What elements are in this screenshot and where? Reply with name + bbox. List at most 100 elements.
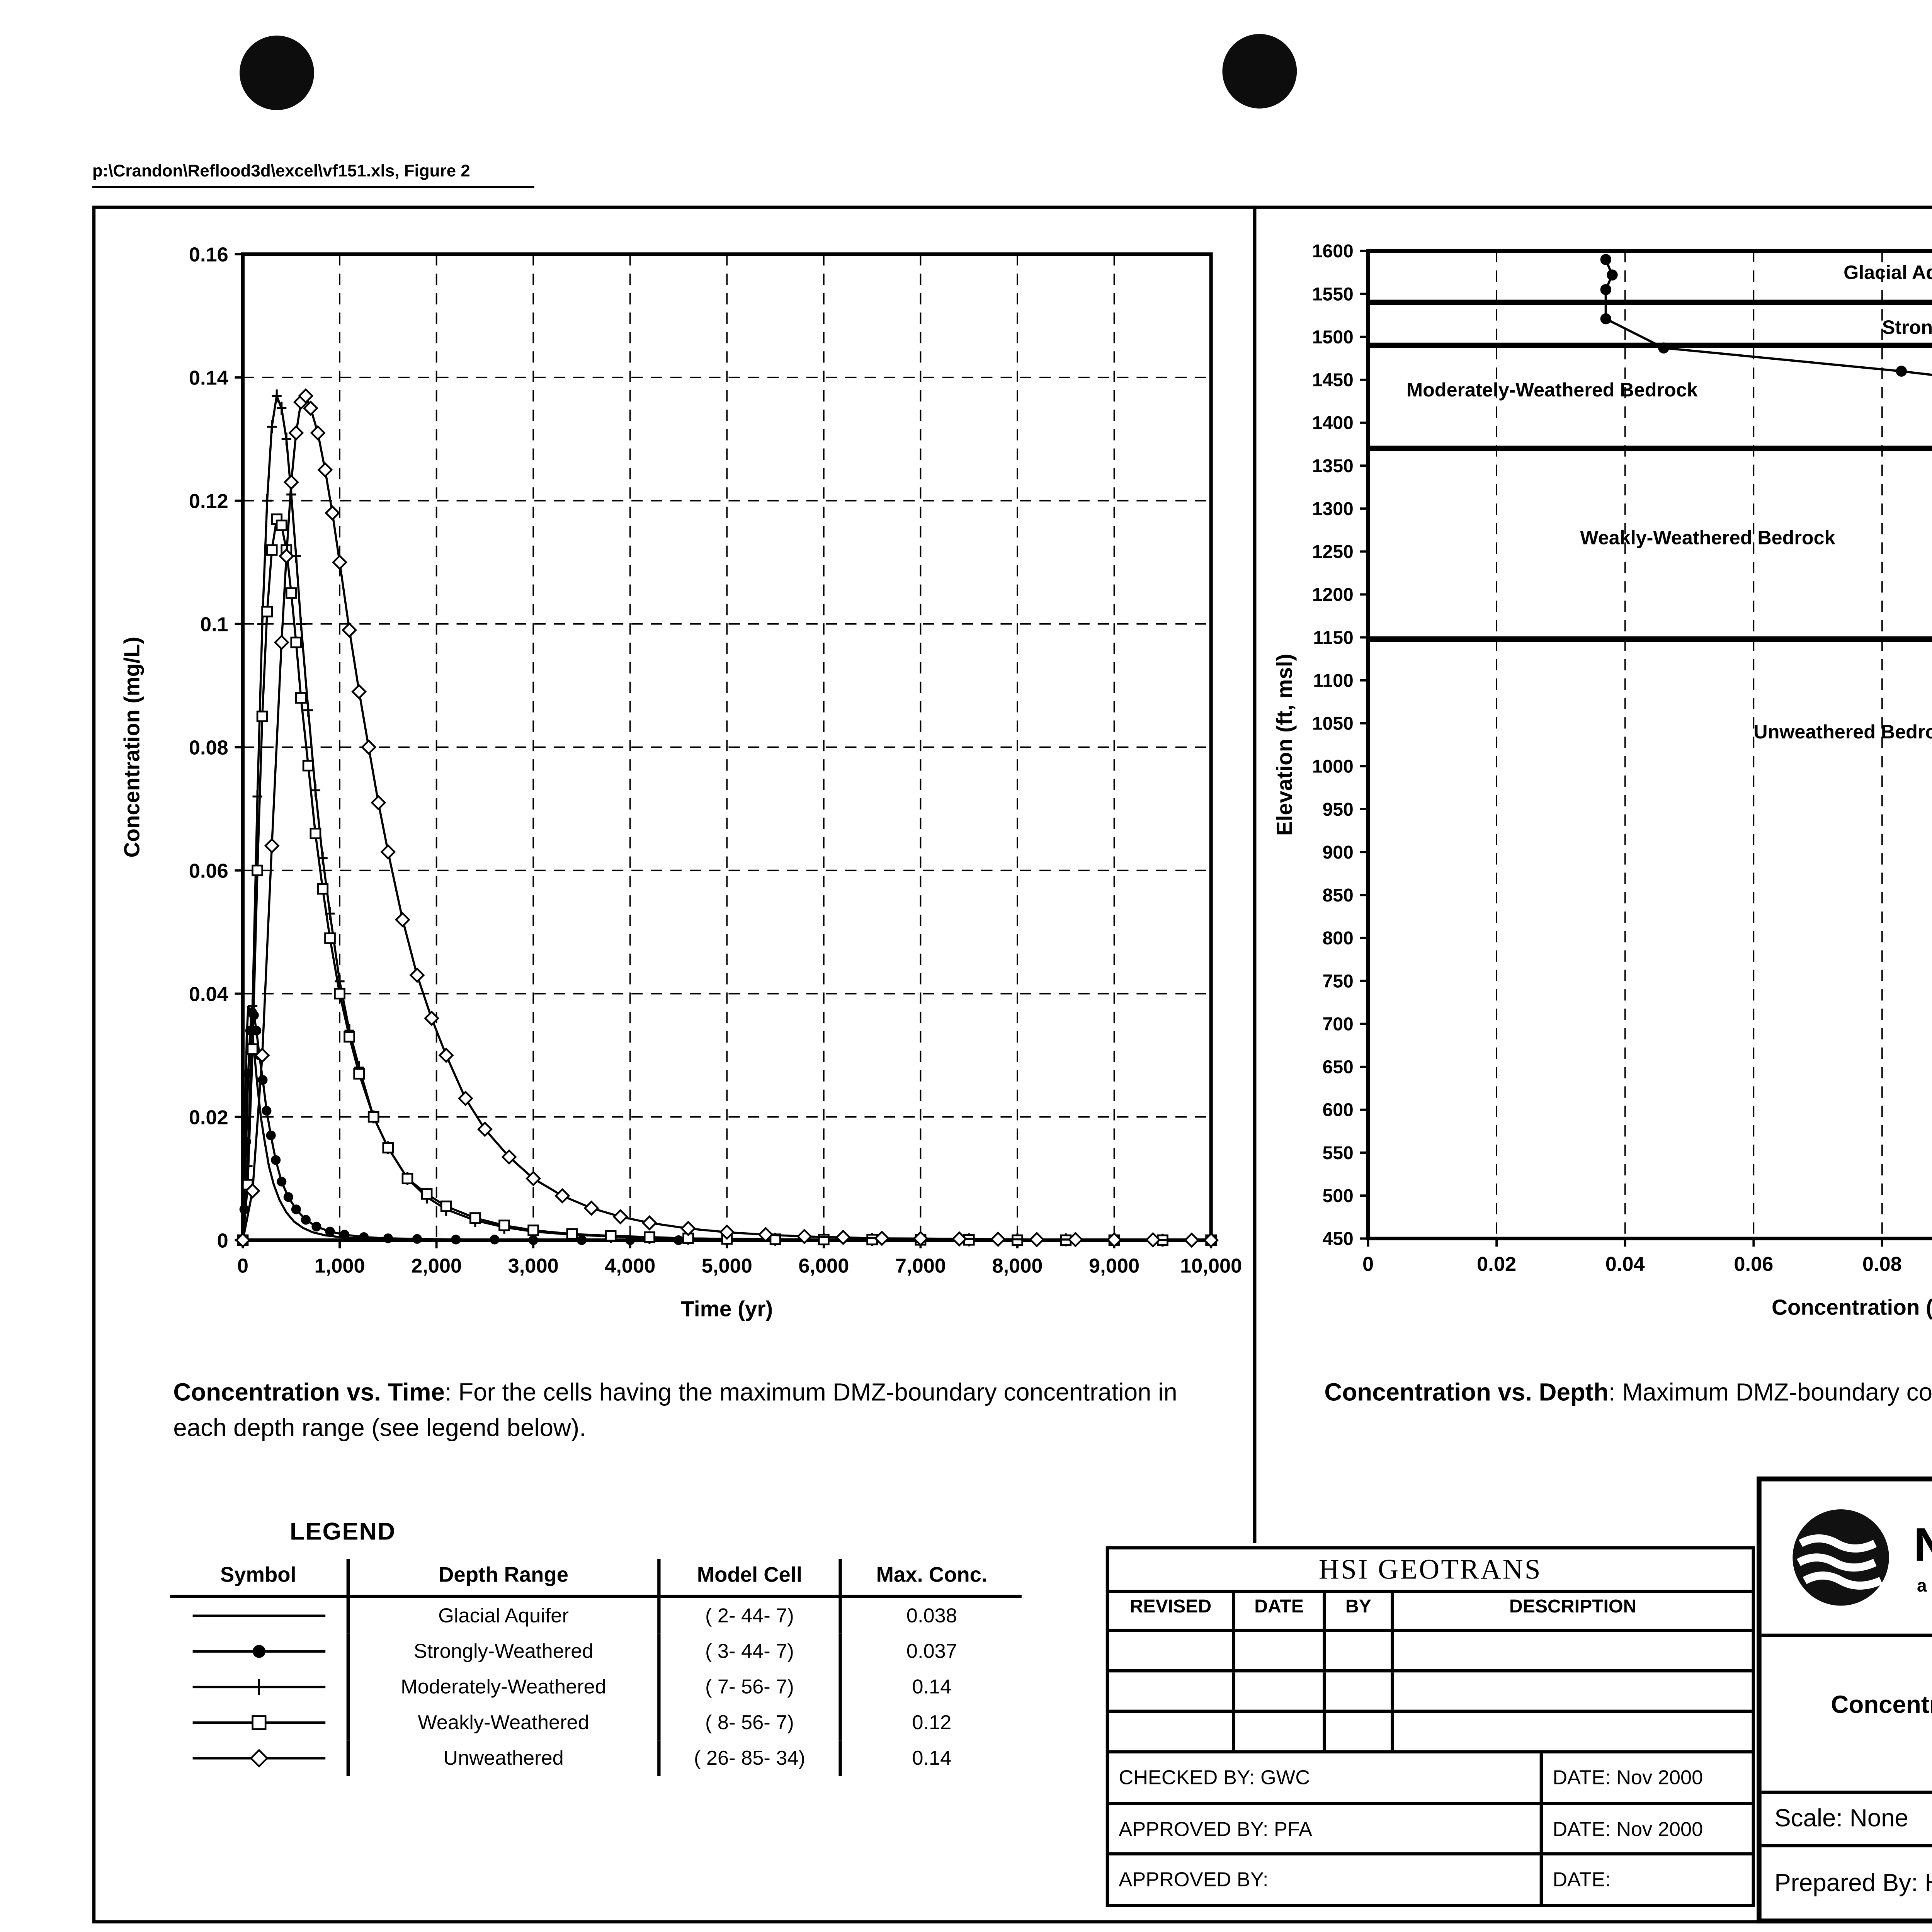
svg-text:6,000: 6,000: [798, 1255, 849, 1277]
hsi-checked-date: DATE: Nov 2000: [1553, 1766, 1703, 1789]
svg-text:1000: 1000: [1312, 756, 1354, 777]
hsi-approved-row-2: APPROVED BY: DATE:: [1109, 1856, 1752, 1904]
svg-text:Strongly-Weathered Bedrock: Strongly-Weathered Bedrock: [1882, 316, 1932, 338]
svg-text:1500: 1500: [1312, 327, 1354, 347]
hsi-approved-date-2: DATE:: [1553, 1868, 1611, 1891]
figure-number: Figure 7-8: [1762, 1653, 1932, 1689]
legend-model-cell: ( 7- 56- 7): [657, 1669, 840, 1705]
svg-text:0.02: 0.02: [1477, 1253, 1516, 1276]
legend-depth-range: Moderately-Weathered: [346, 1669, 659, 1705]
svg-text:1550: 1550: [1312, 284, 1354, 304]
svg-text:0.1: 0.1: [200, 614, 228, 636]
legend-symbol-square-icon: [192, 1715, 325, 1730]
svg-text:550: 550: [1322, 1143, 1353, 1163]
svg-text:Weakly-Weathered Bedrock: Weakly-Weathered Bedrock: [1580, 527, 1835, 549]
svg-text:10,000: 10,000: [1180, 1255, 1242, 1277]
svg-text:900: 900: [1322, 842, 1353, 863]
svg-text:Concentration (mg/L): Concentration (mg/L): [1772, 1295, 1932, 1319]
svg-text:0.12: 0.12: [189, 490, 228, 513]
svg-text:0.06: 0.06: [189, 860, 228, 883]
legend-symbol-plus-icon: [192, 1679, 325, 1695]
chart-divider-line: [1253, 206, 1257, 1543]
prepared-by-row: Prepared By: HSI GEOTRANS By: LMG: [1762, 1847, 1932, 1918]
hsi-col-description: DESCRIPTION: [1509, 1598, 1637, 1617]
nicolet-minerals-title-block: Nicolet Minerals a Rio Algom company Fig…: [1757, 1476, 1932, 1923]
svg-text:0: 0: [1362, 1253, 1374, 1276]
svg-text:1100: 1100: [1313, 670, 1354, 691]
prepared-by-cell: Prepared By: HSI GEOTRANS: [1762, 1847, 1932, 1918]
hsi-empty-row: [1109, 1632, 1752, 1673]
svg-text:1400: 1400: [1312, 413, 1354, 434]
svg-text:3,000: 3,000: [508, 1255, 559, 1277]
svg-text:0: 0: [217, 1230, 228, 1252]
hsi-geotrans-title-block: HSI GEOTRANS REVISED DATE BY DESCRIPTION…: [1105, 1546, 1755, 1907]
svg-text:Moderately-Weathered Bedrock: Moderately-Weathered Bedrock: [1406, 379, 1697, 401]
hsi-col-revised: REVISED: [1109, 1593, 1235, 1629]
punch-hole-center: [1222, 34, 1297, 109]
svg-text:0.14: 0.14: [189, 367, 228, 389]
caption-concentration-vs-time: Concentration vs. Time: For the cells ha…: [173, 1376, 1222, 1448]
caption-left-lead: Concentration vs. Time: [173, 1379, 445, 1407]
legend-model-cell: ( 8- 56- 7): [657, 1705, 840, 1741]
hsi-empty-row: [1109, 1713, 1752, 1753]
punch-hole-left: [240, 36, 314, 110]
legend-table: Symbol Depth Range Model Cell Max. Conc.…: [170, 1559, 1022, 1776]
svg-text:5,000: 5,000: [702, 1255, 752, 1277]
nicolet-logo-icon: [1793, 1509, 1889, 1606]
legend-row-moderately-weathered: Moderately-Weathered ( 7- 56- 7) 0.14: [170, 1669, 1022, 1705]
svg-text:0.02: 0.02: [189, 1106, 228, 1129]
svg-text:1150: 1150: [1313, 627, 1354, 648]
svg-text:750: 750: [1322, 971, 1353, 992]
svg-text:4,000: 4,000: [605, 1255, 655, 1277]
hsi-checked-by: CHECKED BY: GWC: [1109, 1753, 1543, 1802]
figure-title-2: Source: [1762, 1725, 1932, 1760]
legend-model-cell: ( 26- 85- 34): [657, 1740, 840, 1776]
svg-text:0.04: 0.04: [189, 983, 228, 1005]
figure-title: Concentration at the DMZ Boundary, Wall …: [1831, 1692, 1932, 1719]
scale-date-row: Scale: None Date: November 2000: [1761, 1794, 1932, 1847]
hsi-column-headers: REVISED DATE BY DESCRIPTION: [1109, 1593, 1752, 1632]
legend-max-conc: 0.038: [838, 1596, 1022, 1634]
svg-text:1,000: 1,000: [315, 1255, 365, 1277]
svg-text:Concentration (mg/L): Concentration (mg/L): [119, 637, 144, 858]
svg-text:Time (yr): Time (yr): [681, 1296, 773, 1321]
svg-text:800: 800: [1322, 928, 1353, 949]
svg-text:1250: 1250: [1312, 541, 1354, 562]
svg-text:0.04: 0.04: [1605, 1253, 1645, 1276]
svg-text:450: 450: [1322, 1228, 1353, 1249]
svg-text:Unweathered Bedrock: Unweathered Bedrock: [1753, 721, 1932, 743]
hsi-approved-date-1: DATE: Nov 2000: [1553, 1817, 1703, 1840]
legend-max-conc: 0.037: [838, 1633, 1022, 1669]
legend-max-conc: 0.12: [838, 1705, 1022, 1741]
svg-text:0.08: 0.08: [189, 737, 228, 759]
legend-row-glacial: Glacial Aquifer ( 2- 44- 7) 0.038: [170, 1596, 1022, 1634]
legend-symbol-diamond-icon: [192, 1749, 325, 1768]
svg-text:9,000: 9,000: [1089, 1255, 1139, 1277]
svg-text:1300: 1300: [1312, 498, 1354, 519]
svg-text:650: 650: [1322, 1057, 1353, 1078]
svg-text:0.06: 0.06: [1734, 1253, 1773, 1276]
legend-depth-range: Unweathered: [346, 1740, 659, 1776]
hsi-approved-row-1: APPROVED BY: PFA DATE: Nov 2000: [1109, 1804, 1752, 1856]
svg-text:500: 500: [1322, 1185, 1353, 1206]
legend-depth-range: Strongly-Weathered: [346, 1633, 659, 1669]
svg-text:Glacial Aquifer: Glacial Aquifer: [1844, 261, 1932, 283]
hsi-checked-row: CHECKED BY: GWC DATE: Nov 2000: [1109, 1753, 1752, 1805]
legend-symbol-line-icon: [192, 1614, 325, 1617]
hsi-approved-by-2: APPROVED BY:: [1109, 1856, 1543, 1904]
legend-max-conc: 0.14: [838, 1669, 1022, 1705]
legend-header-depth-range: Depth Range: [346, 1559, 659, 1598]
hsi-empty-row: [1109, 1672, 1752, 1713]
figure-border: [92, 206, 1932, 1923]
legend-symbol-circle-icon: [192, 1645, 325, 1658]
hsi-title: HSI GEOTRANS: [1109, 1549, 1752, 1593]
svg-text:600: 600: [1322, 1100, 1353, 1121]
legend-row-weakly-weathered: Weakly-Weathered ( 8- 56- 7) 0.12: [170, 1705, 1022, 1741]
legend-row-strongly-weathered: Strongly-Weathered ( 3- 44- 7) 0.037: [170, 1633, 1022, 1669]
svg-text:7,000: 7,000: [895, 1255, 946, 1277]
caption-concentration-vs-depth: Concentration vs. Depth: Maximum DMZ-bou…: [1324, 1376, 1932, 1412]
hsi-approved-by-1: APPROVED BY: PFA: [1109, 1804, 1543, 1853]
svg-text:1200: 1200: [1312, 584, 1354, 605]
legend-max-conc: 0.14: [838, 1740, 1022, 1776]
